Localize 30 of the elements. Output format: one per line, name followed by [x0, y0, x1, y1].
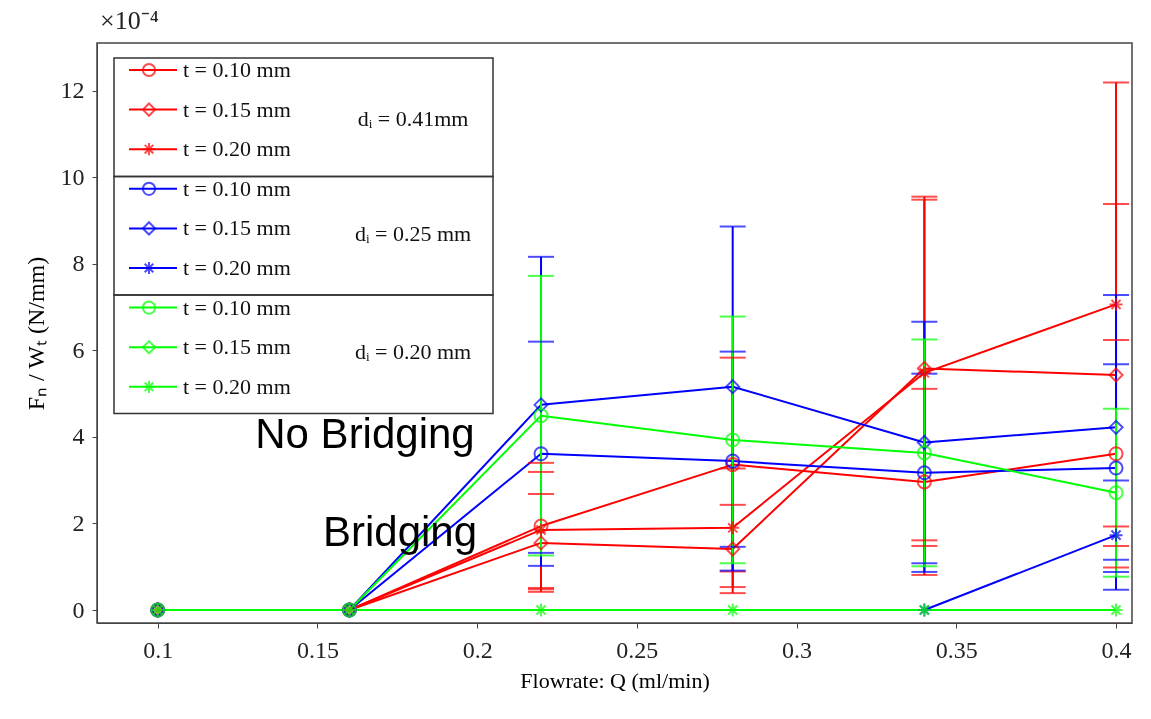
annotation: dᵢ = 0.41mm [357, 106, 469, 132]
x-tick-label: 0.3 [782, 636, 813, 663]
y-axis-title: Fₙ / Wₜ (N/mm) [22, 256, 49, 411]
x-tick-label: 0.15 [296, 636, 339, 663]
x-tick-label: 0.1 [143, 636, 174, 663]
legend-label: t = 0.10 mm [183, 175, 291, 201]
legend-label: t = 0.10 mm [183, 57, 291, 82]
y-tick-label: 2 [72, 509, 85, 536]
annotation: dᵢ = 0.25 mm [354, 220, 472, 246]
y-tick-label: 4 [72, 423, 85, 450]
legend-label: t = 0.15 mm [183, 96, 291, 122]
x-tick-label: 0.4 [1101, 636, 1132, 663]
legend-label: t = 0.20 mm [183, 255, 291, 280]
legend-label: t = 0.20 mm [183, 373, 291, 399]
text: ×10⁻⁴ [100, 6, 159, 35]
legend-label: t = 0.15 mm [183, 334, 291, 360]
x-axis-title: Flowrate: Q (ml/min) [520, 667, 710, 693]
x-tick-label: 0.2 [462, 636, 493, 663]
y-tick-label: 10 [60, 163, 85, 190]
legend-label: t = 0.15 mm [183, 215, 291, 241]
x-tick-label: 0.25 [616, 636, 659, 663]
y-tick-label: 0 [72, 596, 85, 623]
y-tick-label: 6 [72, 336, 85, 363]
y-tick-label: 8 [72, 250, 85, 277]
annotation: dᵢ = 0.20 mm [354, 339, 472, 365]
annotation: No Bridging [255, 410, 475, 457]
x-tick-label: 0.35 [935, 636, 978, 663]
y-tick-label: 12 [60, 77, 85, 104]
legend-label: t = 0.10 mm [183, 294, 291, 320]
legend-label: t = 0.20 mm [183, 136, 291, 162]
